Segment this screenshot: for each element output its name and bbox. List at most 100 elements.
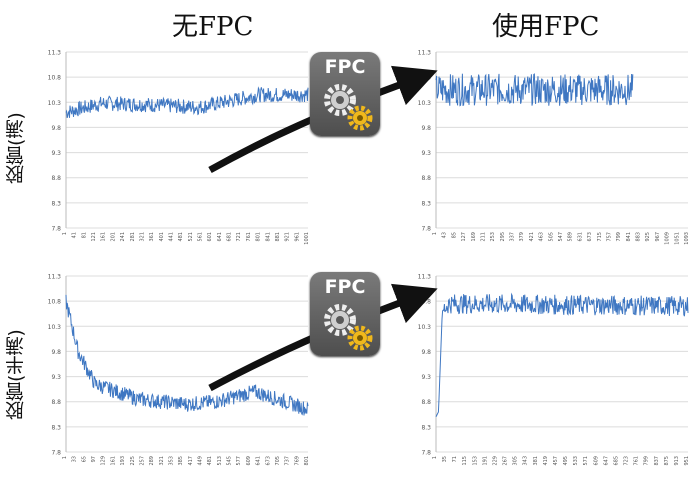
chart-bottom-right: 11.3 10.8 10.3 9.8 9.3 8.8 8.3 7.81 35 71 115 153 19… <box>418 274 690 466</box>
x-tick-label: 673 <box>265 456 271 466</box>
y-tick-label: 10.3 <box>418 100 432 107</box>
x-tick-label: 33 <box>72 456 78 462</box>
x-tick-label: 521 <box>188 232 194 242</box>
x-tick-label: 361 <box>149 232 155 242</box>
x-tick-label: 129 <box>101 456 107 466</box>
y-tick-label: 9.3 <box>51 374 61 381</box>
x-tick-label: 1 <box>62 232 68 235</box>
x-tick-label: 305 <box>513 456 519 466</box>
x-tick-label: 401 <box>159 232 165 242</box>
chart-bottom-left: 11.3 10.8 10.3 9.8 9.3 8.8 8.3 7.81 33 65 97 129 161… <box>48 274 310 466</box>
y-tick-label: 9.8 <box>51 125 61 132</box>
x-tick-label: 681 <box>227 232 233 242</box>
x-tick-label: 837 <box>654 456 660 466</box>
series-line <box>65 294 309 416</box>
x-tick-label: 379 <box>519 232 525 242</box>
x-tick-label: 723 <box>624 456 630 466</box>
x-tick-label: 289 <box>149 456 155 466</box>
x-tick-label: 875 <box>664 456 670 466</box>
x-tick-label: 211 <box>480 232 486 242</box>
y-tick-label: 7.8 <box>421 226 431 233</box>
y-tick-label: 8.3 <box>51 200 61 207</box>
x-tick-label: 321 <box>139 232 145 242</box>
y-tick-label: 10.8 <box>418 75 432 82</box>
y-tick-label: 11.3 <box>418 50 432 57</box>
x-tick-label: 169 <box>471 232 477 242</box>
x-tick-label: 883 <box>636 232 642 242</box>
x-tick-label: 43 <box>442 232 448 238</box>
x-tick-label: 241 <box>120 232 126 242</box>
x-tick-label: 715 <box>597 232 603 242</box>
y-tick-label: 8.8 <box>421 175 431 182</box>
x-tick-label: 1 <box>432 456 438 459</box>
x-tick-label: 65 <box>81 456 87 462</box>
y-tick-label: 9.8 <box>421 125 431 132</box>
x-tick-label: 589 <box>568 232 574 242</box>
y-tick-label: 8.8 <box>421 399 431 406</box>
x-tick-label: 769 <box>294 456 300 466</box>
fpc-badge-bottom: FPC <box>310 272 380 356</box>
x-tick-label: 71 <box>452 456 458 462</box>
fpc-badge-label: FPC <box>324 276 366 298</box>
fpc-badge-top: FPC <box>310 52 380 136</box>
x-tick-label: 385 <box>178 456 184 466</box>
x-tick-label: 533 <box>573 456 579 466</box>
x-tick-label: 267 <box>503 456 509 466</box>
x-tick-label: 1093 <box>684 232 690 245</box>
x-tick-label: 799 <box>644 456 650 466</box>
x-tick-label: 841 <box>265 232 271 242</box>
y-tick-label: 8.3 <box>421 200 431 207</box>
y-tick-label: 9.8 <box>51 349 61 356</box>
y-tick-label: 10.8 <box>418 299 432 306</box>
x-tick-label: 705 <box>275 456 281 466</box>
x-tick-label: 85 <box>451 232 457 238</box>
x-tick-label: 353 <box>168 456 174 466</box>
x-tick-label: 417 <box>188 456 194 466</box>
x-tick-label: 673 <box>587 232 593 242</box>
x-tick-label: 561 <box>198 232 204 242</box>
x-tick-label: 253 <box>490 232 496 242</box>
x-tick-label: 81 <box>81 232 87 238</box>
y-tick-label: 10.8 <box>48 75 62 82</box>
x-tick-label: 609 <box>246 456 252 466</box>
x-tick-label: 281 <box>130 232 136 242</box>
x-tick-label: 757 <box>606 232 612 242</box>
y-tick-label: 7.8 <box>421 450 431 457</box>
y-tick-label: 10.3 <box>418 324 432 331</box>
x-tick-label: 841 <box>626 232 632 242</box>
y-tick-label: 8.8 <box>51 175 61 182</box>
x-tick-label: 925 <box>645 232 651 242</box>
x-tick-label: 1 <box>432 232 438 235</box>
x-tick-label: 801 <box>256 232 262 242</box>
x-tick-label: 495 <box>563 456 569 466</box>
x-tick-label: 545 <box>227 456 233 466</box>
x-tick-label: 631 <box>577 232 583 242</box>
x-tick-label: 191 <box>482 456 488 466</box>
x-tick-label: 513 <box>217 456 223 466</box>
x-tick-label: 481 <box>178 232 184 242</box>
x-tick-label: 421 <box>529 232 535 242</box>
y-tick-label: 9.3 <box>421 150 431 157</box>
x-tick-label: 685 <box>613 456 619 466</box>
x-tick-label: 121 <box>91 232 97 242</box>
x-tick-label: 961 <box>294 232 300 242</box>
row-label-half-full: 胶管(半满) <box>5 329 27 421</box>
x-tick-label: 1 <box>62 456 68 459</box>
y-tick-label: 9.3 <box>51 150 61 157</box>
x-tick-label: 505 <box>548 232 554 242</box>
y-tick-label: 11.3 <box>48 50 62 57</box>
gear-icon <box>324 304 373 351</box>
x-tick-label: 127 <box>461 232 467 242</box>
x-tick-label: 449 <box>198 456 204 466</box>
y-tick-label: 11.3 <box>418 274 432 281</box>
y-tick-label: 7.8 <box>51 450 61 457</box>
x-tick-label: 647 <box>603 456 609 466</box>
y-tick-label: 9.8 <box>421 349 431 356</box>
x-tick-label: 381 <box>533 456 539 466</box>
gear-icon <box>324 84 373 131</box>
x-tick-label: 229 <box>492 456 498 466</box>
x-tick-label: 35 <box>442 456 448 462</box>
x-tick-label: 257 <box>139 456 145 466</box>
x-tick-label: 547 <box>558 232 564 242</box>
x-tick-label: 641 <box>256 456 262 466</box>
